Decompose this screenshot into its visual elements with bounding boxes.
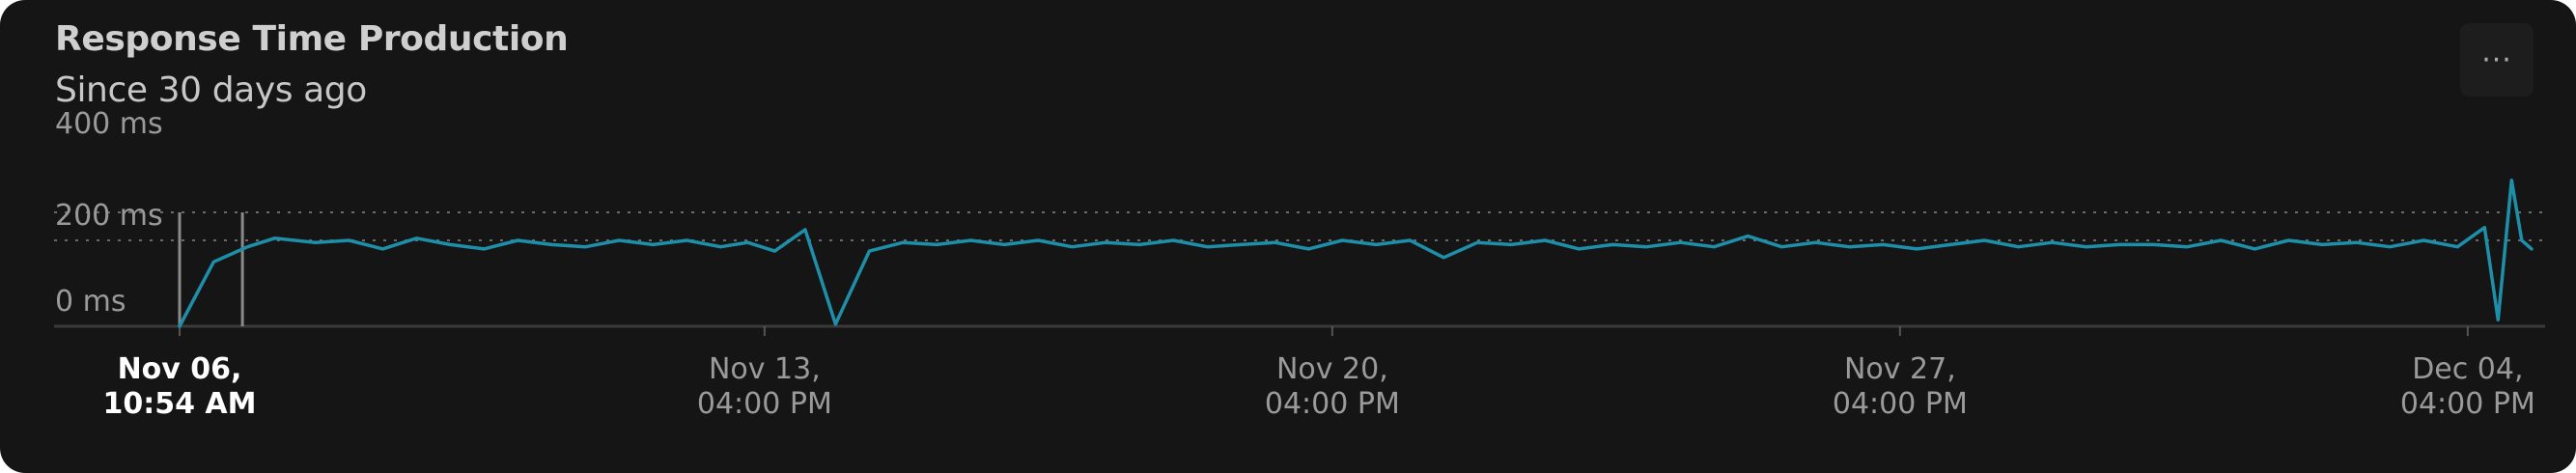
time-marker-lines — [178, 212, 244, 326]
x-tick-label: 04:00 PM — [1833, 387, 1968, 421]
x-tick-label: Dec 04, — [2412, 352, 2523, 386]
x-tick-label: Nov 06, — [118, 352, 242, 386]
panel-title: Response Time Production — [55, 19, 569, 59]
x-tick-label: Nov 13, — [709, 352, 821, 386]
panel-subtitle: Since 30 days ago — [55, 70, 367, 110]
grid-layer — [54, 211, 2545, 328]
more-options-icon: ··· — [2481, 42, 2512, 77]
y-tick-label: 200 ms — [55, 199, 163, 233]
y-tick-label: 400 ms — [55, 107, 163, 141]
y-axis-labels: 0 ms 200 ms 400 ms — [55, 107, 163, 319]
x-tick-label: Nov 27, — [1844, 352, 1956, 386]
series-layer — [178, 178, 2534, 328]
more-options-button[interactable]: ··· — [2460, 23, 2534, 97]
x-tick-label: Nov 20, — [1276, 352, 1388, 386]
x-tick-label: 10:54 AM — [102, 387, 256, 421]
x-tick-label: 04:00 PM — [2400, 387, 2535, 421]
response-time-series-line — [178, 178, 2534, 328]
x-tick-label: 04:00 PM — [697, 387, 832, 421]
y-tick-label: 0 ms — [55, 285, 126, 319]
x-tick-label: 04:00 PM — [1265, 387, 1400, 421]
